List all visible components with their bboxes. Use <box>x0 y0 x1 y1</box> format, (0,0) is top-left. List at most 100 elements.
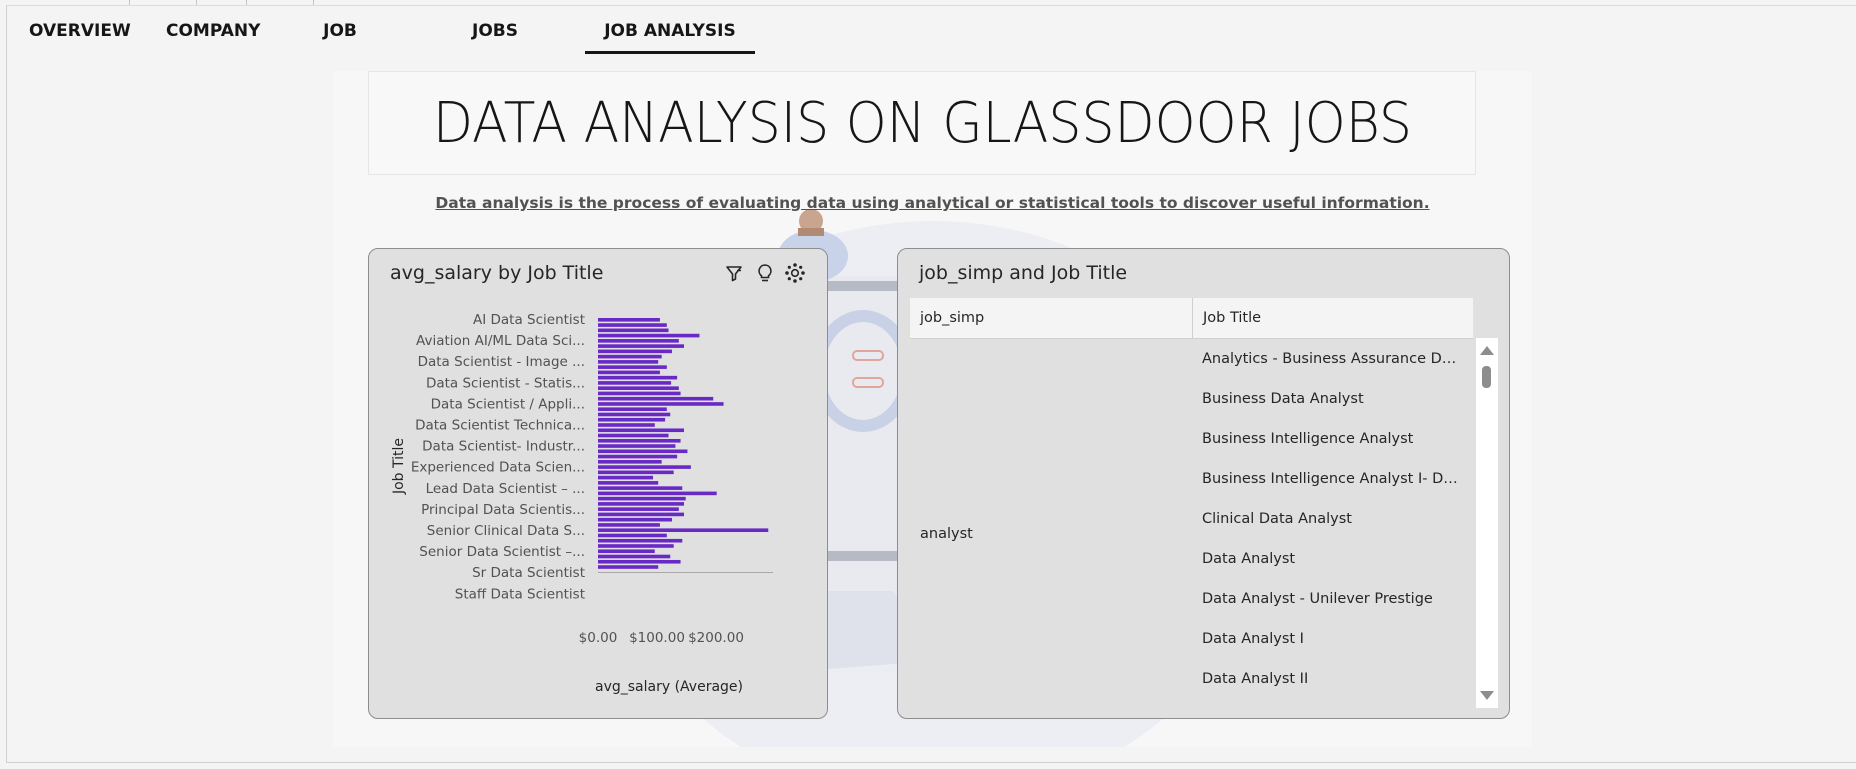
bar[interactable] <box>598 523 660 527</box>
table-row-job-title[interactable]: Data Analyst <box>1202 551 1296 567</box>
bar[interactable] <box>598 381 672 385</box>
bar[interactable] <box>598 481 659 485</box>
bar[interactable] <box>598 402 724 406</box>
category-label: AI Data Scientist <box>473 312 585 328</box>
bar-chart-card[interactable]: AI Data Scientist Aviation AI/ML Data Sci… <box>368 248 828 719</box>
bar[interactable] <box>598 412 671 417</box>
bar[interactable] <box>598 323 667 327</box>
table-scrollbar[interactable] <box>1475 338 1498 708</box>
bar[interactable] <box>598 354 662 359</box>
category-label: Principal Data Scientis... <box>421 502 585 518</box>
tab-stub <box>129 0 130 5</box>
bar[interactable] <box>598 507 679 511</box>
bar[interactable] <box>598 449 688 454</box>
column-header-job-title[interactable]: Job Title <box>1192 298 1473 338</box>
table-row-job-title[interactable]: Business Intelligence Analyst I- Data... <box>1202 471 1462 487</box>
bar[interactable] <box>598 407 667 412</box>
bar[interactable] <box>598 496 686 501</box>
y-axis-title: Job Title <box>391 438 407 495</box>
bar-chart: AI Data Scientist Aviation AI/ML Data Sci… <box>391 312 773 695</box>
table-title: job_simp and Job Title <box>919 262 1128 284</box>
bar[interactable] <box>598 533 667 538</box>
table-row-job-title[interactable]: Business Intelligence Analyst <box>1202 431 1414 447</box>
category-label: Senior Data Scientist –... <box>419 544 585 560</box>
table-body: analyst Analytics - Business Assurance D… <box>910 339 1473 707</box>
table-row-job-title[interactable]: Data Analyst II <box>1202 671 1309 687</box>
x-axis-title: avg_salary (Average) <box>595 679 743 695</box>
bar[interactable] <box>598 423 655 427</box>
category-label: Aviation AI/ML Data Sci... <box>416 333 585 349</box>
tab-job-title[interactable]: JOB TITLE <box>314 21 366 91</box>
bar[interactable] <box>598 491 717 496</box>
bar[interactable] <box>598 375 678 380</box>
bar[interactable] <box>598 433 669 438</box>
bar[interactable] <box>598 549 655 554</box>
bar-chart-title: avg_salary by Job Title <box>390 262 604 284</box>
bar[interactable] <box>598 370 660 375</box>
bar[interactable] <box>598 544 674 548</box>
bar[interactable] <box>598 454 678 459</box>
tab-jobs-analysis[interactable]: JOBS ANALYSIS <box>449 21 541 91</box>
bar[interactable] <box>598 486 683 490</box>
scroll-thumb[interactable] <box>1482 366 1491 388</box>
bar[interactable] <box>598 460 662 464</box>
table-row-job-title[interactable]: Business Data Analyst <box>1202 391 1364 407</box>
bar[interactable] <box>598 444 676 448</box>
filter-icon[interactable] <box>723 262 745 284</box>
table-row-job-title[interactable]: Clinical Data Analyst <box>1202 511 1352 527</box>
bar[interactable] <box>598 333 700 338</box>
category-label: Data Scientist- Industr... <box>422 439 585 455</box>
bar[interactable] <box>598 417 666 422</box>
column-header-job-simp[interactable]: job_simp <box>920 310 985 326</box>
bar[interactable] <box>598 512 684 517</box>
table-row-job-title[interactable]: Data Analyst - Unilever Prestige <box>1202 591 1433 607</box>
page-subtitle: Data analysis is the process of evaluati… <box>435 194 1430 212</box>
bottom-divider <box>6 762 1856 763</box>
category-label: Staff Data Scientist <box>455 586 585 602</box>
bar[interactable] <box>598 559 681 564</box>
scroll-down-arrow[interactable] <box>1480 691 1494 700</box>
scroll-up-arrow[interactable] <box>1480 346 1494 355</box>
tab-stub <box>313 0 314 5</box>
bar[interactable] <box>598 465 691 469</box>
category-label: Data Scientist - Statis... <box>426 375 585 391</box>
table-row-job-title[interactable]: Data Analyst I <box>1202 631 1304 647</box>
header-title-box: DATA ANALYSIS ON GLASSDOOR JOBS <box>368 71 1476 175</box>
bar[interactable] <box>598 349 672 354</box>
bar[interactable] <box>598 396 714 401</box>
category-label: Senior Clinical Data S... <box>427 523 585 539</box>
bar[interactable] <box>598 475 654 480</box>
bar[interactable] <box>598 554 671 559</box>
bar[interactable] <box>598 386 679 390</box>
bar[interactable] <box>598 565 659 569</box>
table-row-job-title[interactable]: Analytics - Business Assurance Data ... <box>1202 351 1462 367</box>
tab-company[interactable]: COMPANY <box>166 21 261 41</box>
bar[interactable] <box>598 470 674 475</box>
tab-job-analysis[interactable]: JOB ANALYSIS <box>585 6 755 56</box>
bar[interactable] <box>598 365 667 369</box>
settings-icon[interactable] <box>784 262 806 284</box>
bar[interactable] <box>598 528 769 532</box>
bar[interactable] <box>598 538 683 543</box>
tab-overview[interactable]: OVERVIEW <box>29 21 131 41</box>
bar[interactable] <box>598 502 684 506</box>
bar[interactable] <box>598 391 681 396</box>
bar[interactable] <box>598 344 684 348</box>
tab-stub <box>196 0 197 5</box>
bar[interactable] <box>598 318 660 322</box>
x-tick-label: $0.00 <box>579 630 618 646</box>
bar[interactable] <box>598 328 669 333</box>
category-label: Sr Data Scientist <box>472 565 585 581</box>
bar[interactable] <box>598 517 672 522</box>
tab-stub <box>246 0 247 5</box>
category-label: Lead Data Scientist – ... <box>426 481 585 497</box>
bar[interactable] <box>598 428 684 433</box>
bar[interactable] <box>598 438 681 443</box>
category-label: Experienced Data Scien... <box>411 460 585 476</box>
bar[interactable] <box>598 360 659 364</box>
category-label: Data Scientist / Appli... <box>431 396 585 412</box>
x-tick-label: $100.00 <box>629 630 685 646</box>
lightbulb-icon[interactable] <box>754 262 776 284</box>
page-title: DATA ANALYSIS ON GLASSDOOR JOBS <box>432 90 1412 156</box>
bar[interactable] <box>598 339 679 343</box>
